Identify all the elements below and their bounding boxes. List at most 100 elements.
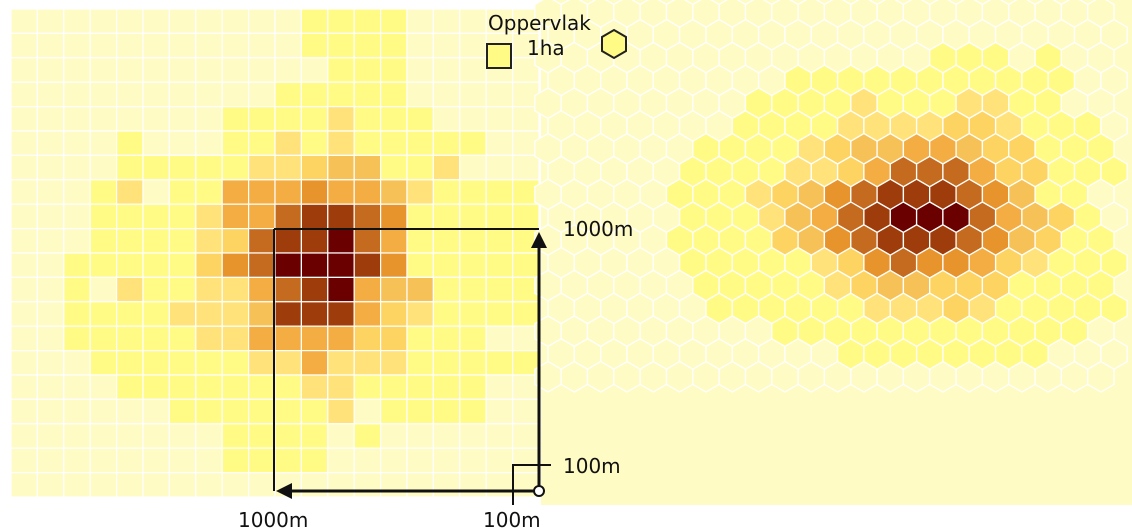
- square-cell: [195, 398, 223, 425]
- square-cell: [142, 301, 170, 327]
- square-cell: [63, 203, 91, 230]
- square-cell: [274, 276, 302, 303]
- square-cell: [248, 8, 276, 34]
- square-cell: [380, 252, 408, 278]
- square-cell: [89, 252, 118, 278]
- square-cell: [142, 105, 170, 132]
- label-1000m-y: 1000m: [563, 217, 633, 241]
- square-cell: [115, 105, 144, 132]
- square-cell: [10, 8, 38, 34]
- square-cell: [89, 81, 118, 108]
- square-cell: [432, 8, 461, 34]
- square-cell: [248, 57, 276, 83]
- square-cell: [459, 398, 487, 425]
- square-cell: [195, 472, 223, 498]
- square-cell: [142, 179, 170, 205]
- square-cell: [459, 81, 487, 108]
- square-cell: [221, 8, 250, 34]
- square-cell: [195, 8, 223, 34]
- square-cell: [142, 130, 170, 156]
- square-cell: [406, 374, 434, 400]
- square-cell: [36, 301, 65, 327]
- square-cell: [36, 105, 65, 132]
- square-cell: [485, 276, 514, 303]
- square-cell: [353, 350, 382, 376]
- square-cell: [115, 447, 144, 474]
- square-cell: [63, 350, 91, 376]
- square-cell: [300, 81, 329, 108]
- square-cell: [195, 374, 223, 400]
- square-cell: [195, 57, 223, 83]
- square-cell: [10, 179, 38, 205]
- square-cell: [432, 325, 461, 352]
- square-cell: [168, 57, 197, 83]
- square-cell: [10, 350, 38, 376]
- square-cell: [168, 398, 197, 425]
- square-cell: [406, 154, 434, 181]
- square-cell: [327, 105, 355, 132]
- square-cell: [274, 374, 302, 400]
- legend-title: Oppervlak: [488, 11, 591, 35]
- square-cell: [432, 374, 461, 400]
- square-cell: [327, 252, 355, 278]
- square-cell: [248, 398, 276, 425]
- square-cell: [353, 203, 382, 230]
- square-cell: [89, 447, 118, 474]
- square-cell: [327, 423, 355, 449]
- square-cell: [168, 228, 197, 254]
- square-cell: [115, 32, 144, 59]
- square-cell: [36, 350, 65, 376]
- square-cell: [195, 252, 223, 278]
- square-cell: [485, 325, 514, 352]
- square-cell: [406, 105, 434, 132]
- square-cell: [353, 276, 382, 303]
- square-cell: [459, 57, 487, 83]
- square-cell: [63, 301, 91, 327]
- square-cell: [89, 179, 118, 205]
- square-cell: [248, 374, 276, 400]
- square-cell: [168, 276, 197, 303]
- square-cell: [300, 472, 329, 498]
- square-cell: [459, 252, 487, 278]
- square-cell: [63, 252, 91, 278]
- square-cell: [248, 228, 276, 254]
- square-cell: [432, 252, 461, 278]
- square-cell: [406, 203, 434, 230]
- square-cell: [36, 252, 65, 278]
- square-cell: [63, 32, 91, 59]
- square-cell: [89, 423, 118, 449]
- square-cell: [300, 325, 329, 352]
- square-cell: [459, 105, 487, 132]
- square-cell: [485, 252, 514, 278]
- square-cell: [10, 32, 38, 59]
- square-cell: [511, 252, 540, 278]
- square-cell: [300, 154, 329, 181]
- square-cell: [406, 301, 434, 327]
- square-cell: [353, 398, 382, 425]
- square-cell: [380, 350, 408, 376]
- square-cell: [221, 130, 250, 156]
- square-cell: [63, 374, 91, 400]
- square-cell: [380, 203, 408, 230]
- square-cell: [459, 179, 487, 205]
- square-cell: [142, 154, 170, 181]
- square-cell: [195, 130, 223, 156]
- square-cell: [380, 228, 408, 254]
- square-cell: [89, 325, 118, 352]
- square-cell: [248, 423, 276, 449]
- square-cell: [221, 276, 250, 303]
- square-cell: [353, 301, 382, 327]
- square-cell: [327, 203, 355, 230]
- square-cell: [115, 179, 144, 205]
- square-cell: [432, 32, 461, 59]
- square-cell: [380, 8, 408, 34]
- square-cell: [432, 105, 461, 132]
- square-cell: [274, 8, 302, 34]
- square-cell: [89, 154, 118, 181]
- square-cell: [10, 325, 38, 352]
- square-cell: [274, 57, 302, 83]
- square-cell: [274, 32, 302, 59]
- square-cell: [195, 179, 223, 205]
- square-cell: [300, 130, 329, 156]
- square-cell: [327, 447, 355, 474]
